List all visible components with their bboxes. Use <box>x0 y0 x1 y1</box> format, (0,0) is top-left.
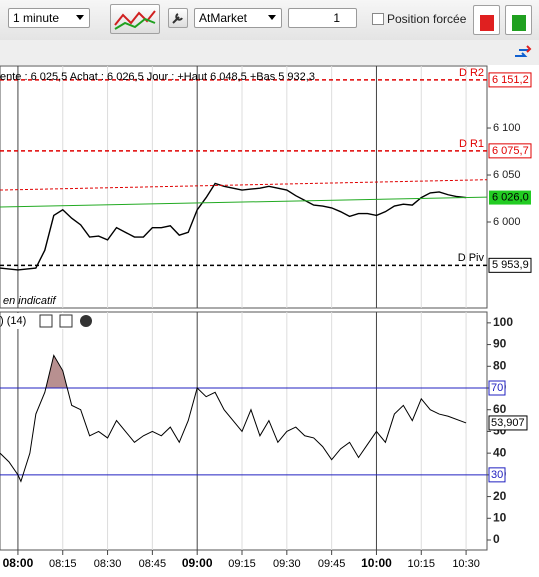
x-tick-label: 09:30 <box>273 558 301 570</box>
settings-button[interactable] <box>168 8 188 28</box>
y-tick-label: 10 <box>493 510 507 524</box>
level-label: 70 <box>491 382 503 394</box>
annotation: en indicatif <box>3 295 57 307</box>
average-line <box>0 196 488 208</box>
swap-arrows <box>515 45 532 57</box>
level-label: 5 953,9 <box>492 259 529 271</box>
order-type-text: AtMarket <box>199 11 248 25</box>
indicator-button[interactable] <box>110 4 160 34</box>
price-line <box>0 182 467 271</box>
header-icon <box>59 314 73 328</box>
last-value-box <box>488 415 528 431</box>
y-tick-label: 80 <box>493 358 507 372</box>
checkbox[interactable] <box>372 13 384 25</box>
wrench-icon <box>172 13 183 24</box>
rsi-line <box>0 354 467 483</box>
x-tick-label: 08:45 <box>139 558 167 570</box>
checkbox-label: Position forcée <box>387 12 467 26</box>
y-tick-label: 0 <box>493 532 500 546</box>
y-tick-label: 6 100 <box>493 122 521 134</box>
panel-frame <box>0 311 488 551</box>
indicator-icon <box>114 10 156 30</box>
y-tick-label: 90 <box>493 337 507 351</box>
level-box <box>488 467 506 483</box>
x-tick-label: 09:45 <box>318 558 346 570</box>
toolbar-row <box>0 40 539 65</box>
x-tick-label: 08:30 <box>94 558 122 570</box>
level-box <box>488 143 532 159</box>
order-type-select[interactable]: AtMarket <box>194 8 282 28</box>
level-name: D Piv <box>458 252 485 264</box>
price-header: ente : 6 025,5 Achat : 6 026,5 Jour : +H… <box>0 71 315 83</box>
x-tick-label: 10:15 <box>408 558 436 570</box>
level-label: 30 <box>491 469 503 481</box>
interval-select[interactable]: 1 minute <box>8 8 90 28</box>
level-label: 6 151,2 <box>492 74 529 86</box>
quantity-spinner[interactable]: 1 <box>288 8 357 28</box>
buy-button[interactable] <box>505 5 532 35</box>
x-tick-label: 08:15 <box>49 558 77 570</box>
toolbar: 1 minute AtMarket 1 Position forcée <box>0 0 539 41</box>
y-tick-label: 6 050 <box>493 169 521 181</box>
x-tick-label: 09:15 <box>228 558 256 570</box>
rsi-header: ) (14) <box>0 315 26 327</box>
y-tick-label: 60 <box>493 402 507 416</box>
time-axis-bg <box>0 551 539 577</box>
y-tick-label: 20 <box>493 489 507 503</box>
y-tick-label: 6 000 <box>493 216 521 228</box>
level-box <box>488 380 506 396</box>
current-price-label: 6 026,0 <box>492 191 529 203</box>
x-tick-label: 08:00 <box>3 556 34 570</box>
header-icon <box>39 314 53 328</box>
quantity-text: 1 <box>333 11 340 25</box>
level-name: D R1 <box>459 138 484 150</box>
y-tick-label: 40 <box>493 445 507 459</box>
panel-frame <box>0 65 488 309</box>
last-value-label: 53,907 <box>491 417 525 429</box>
level-name: D R2 <box>459 67 484 79</box>
average-line <box>0 179 488 191</box>
x-tick-label: 10:00 <box>361 556 392 570</box>
level-box <box>488 257 532 273</box>
x-tick-label: 10:30 <box>452 558 480 570</box>
level-label: 6 075,7 <box>492 145 529 157</box>
level-box <box>488 72 532 88</box>
current-price-box <box>489 190 531 205</box>
interval-text: 1 minute <box>13 11 60 25</box>
y-tick-label: 100 <box>493 315 513 329</box>
close-icon <box>80 315 92 327</box>
x-tick-label: 09:00 <box>182 556 213 570</box>
overbought-fill <box>45 355 68 389</box>
swap-icon[interactable] <box>512 44 532 62</box>
sell-button[interactable] <box>473 5 500 35</box>
